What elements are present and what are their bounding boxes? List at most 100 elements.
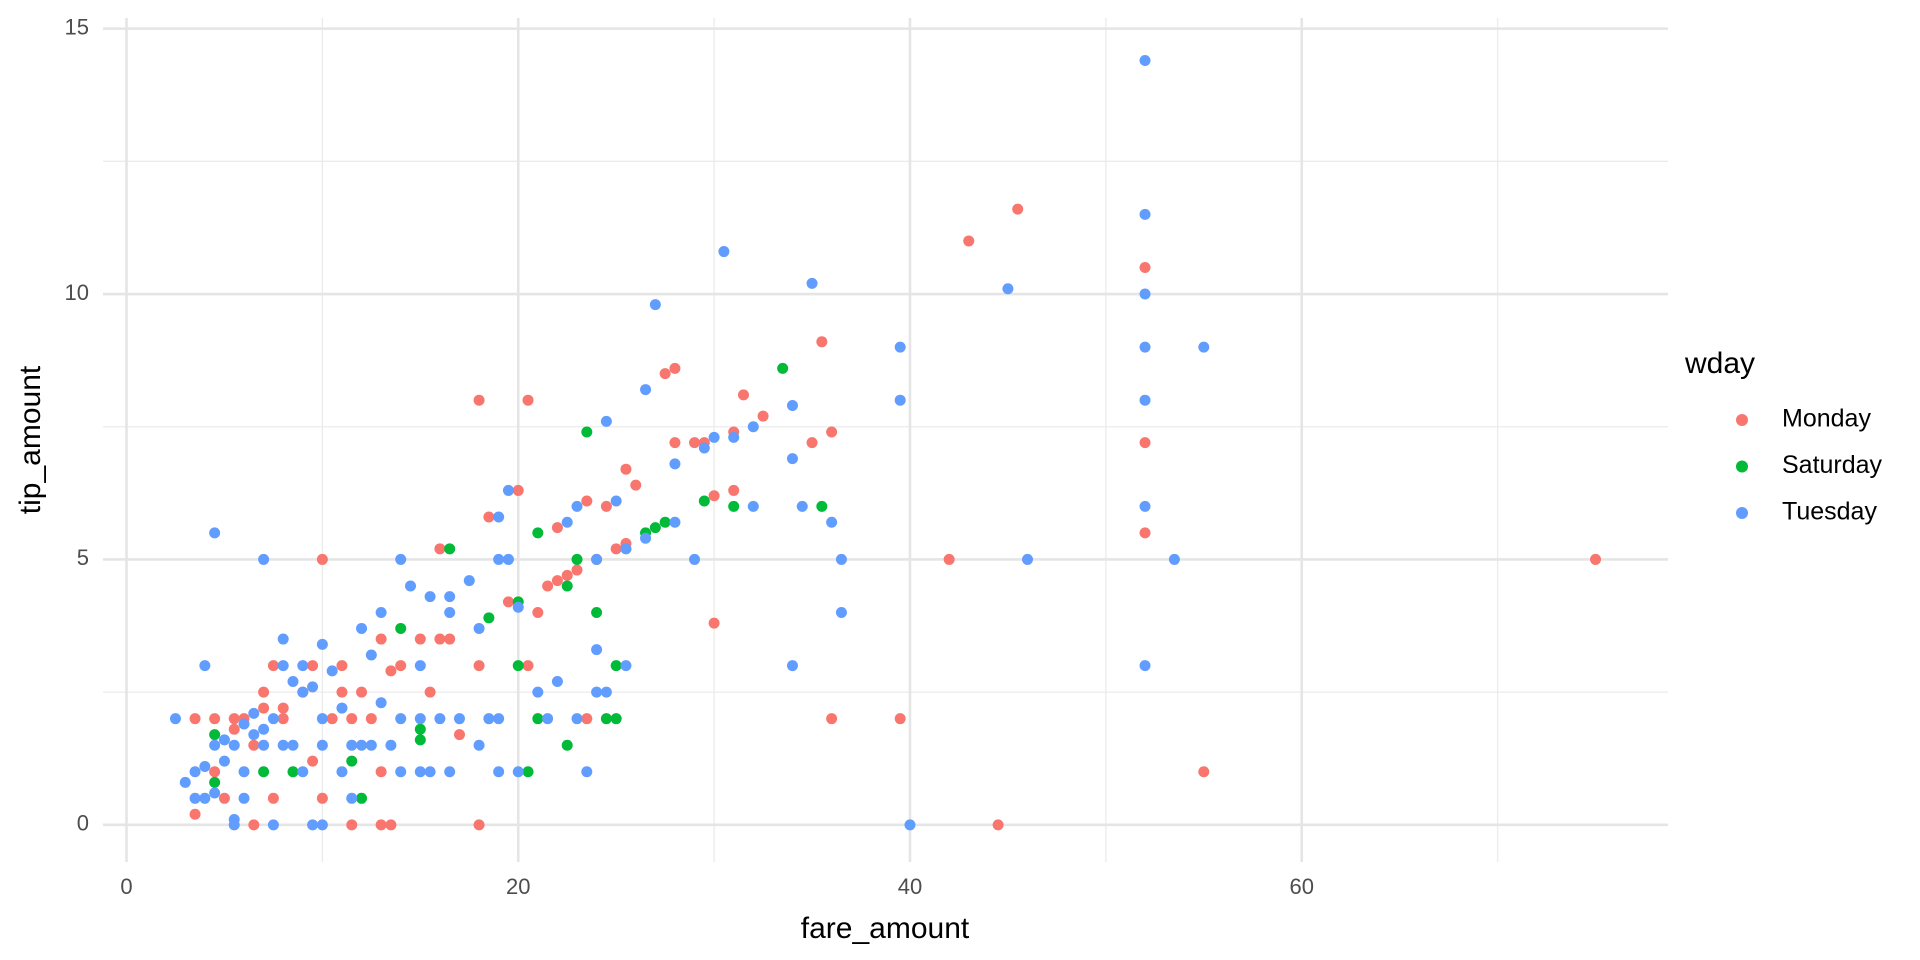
point <box>424 766 436 778</box>
point <box>649 299 661 311</box>
y-axis-title: tip_amount <box>14 365 47 514</box>
point <box>434 633 446 645</box>
point <box>659 516 671 528</box>
point <box>424 686 436 698</box>
legend-swatch <box>1736 414 1748 426</box>
point <box>835 607 847 619</box>
point <box>512 660 524 672</box>
point <box>610 543 622 555</box>
point <box>1002 283 1014 295</box>
point <box>395 553 407 565</box>
point <box>346 713 358 725</box>
point <box>248 729 260 741</box>
point <box>561 739 573 751</box>
point <box>689 553 701 565</box>
point <box>463 575 475 587</box>
point <box>669 516 681 528</box>
point <box>600 713 612 725</box>
point <box>1590 553 1602 565</box>
point <box>277 713 289 725</box>
point <box>904 819 916 831</box>
point <box>581 495 593 507</box>
point <box>718 246 730 258</box>
point <box>218 792 230 804</box>
point <box>199 660 211 672</box>
point <box>581 713 593 725</box>
legend-swatch <box>1736 460 1748 473</box>
point <box>502 484 514 496</box>
point <box>189 792 201 804</box>
point <box>963 235 975 247</box>
point <box>1139 527 1151 539</box>
point <box>395 660 407 672</box>
point <box>444 633 456 645</box>
point <box>316 739 328 751</box>
point <box>444 607 456 619</box>
point <box>512 484 524 496</box>
point <box>532 607 544 619</box>
point <box>532 527 544 539</box>
point <box>532 686 544 698</box>
point <box>532 713 544 725</box>
point <box>189 713 201 725</box>
point <box>630 479 642 491</box>
point <box>591 686 603 698</box>
point <box>522 394 534 406</box>
point <box>258 553 270 565</box>
point <box>493 553 505 565</box>
point <box>365 713 377 725</box>
point <box>1139 500 1151 512</box>
point <box>483 612 495 624</box>
point <box>1012 203 1024 215</box>
point <box>610 660 622 672</box>
point <box>395 622 407 634</box>
point <box>228 713 240 725</box>
point <box>600 686 612 698</box>
point <box>238 792 250 804</box>
point <box>571 500 583 512</box>
point <box>414 766 426 778</box>
point <box>610 495 622 507</box>
point <box>209 776 221 788</box>
point <box>218 755 230 767</box>
point <box>365 649 377 661</box>
point <box>326 665 338 677</box>
point <box>444 543 456 555</box>
point <box>405 580 417 592</box>
point <box>375 633 387 645</box>
point <box>258 723 270 735</box>
point <box>728 431 740 443</box>
point <box>228 819 240 831</box>
point <box>414 660 426 672</box>
point <box>473 819 485 831</box>
point <box>894 341 906 353</box>
point <box>708 431 720 443</box>
point <box>561 569 573 581</box>
point <box>620 543 632 555</box>
point <box>258 686 270 698</box>
point <box>894 394 906 406</box>
y-tick-label: 10 <box>65 280 89 305</box>
point <box>796 500 808 512</box>
point <box>806 277 818 289</box>
point <box>277 633 289 645</box>
point <box>522 660 534 672</box>
point <box>316 553 328 565</box>
point <box>551 676 563 688</box>
point <box>473 739 485 751</box>
point <box>610 713 622 725</box>
point <box>346 819 358 831</box>
point <box>385 665 397 677</box>
point <box>786 453 798 465</box>
y-tick-label: 5 <box>77 545 89 570</box>
point <box>228 723 240 735</box>
point <box>483 713 495 725</box>
point <box>992 819 1004 831</box>
point <box>346 739 358 751</box>
point <box>816 500 828 512</box>
point <box>248 819 260 831</box>
point <box>356 622 368 634</box>
point <box>620 463 632 475</box>
point <box>493 511 505 523</box>
